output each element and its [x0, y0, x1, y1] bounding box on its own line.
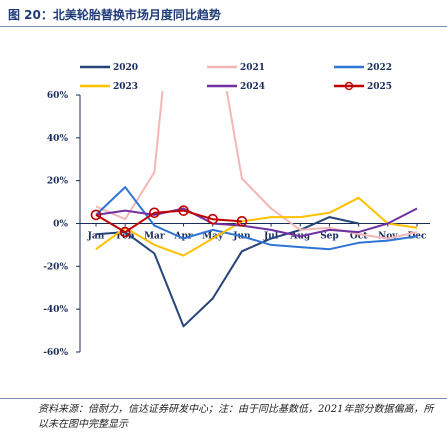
legend-marker — [344, 81, 354, 91]
legend-label: 2024 — [240, 82, 265, 92]
source-divider — [0, 398, 447, 399]
point-2025 — [119, 226, 131, 238]
x-tick-label: Jul — [263, 232, 279, 242]
line-2020 — [95, 216, 359, 328]
x-tick-label: May — [202, 232, 224, 242]
series-2020 — [95, 216, 359, 328]
point-2025 — [207, 213, 219, 225]
chart-title: 图 20：北美轮胎替换市场月度同比趋势 — [8, 8, 221, 22]
y-tick-label: -20% — [43, 262, 68, 272]
y-tick-label: -40% — [43, 305, 68, 315]
legend-item-2024: 2024 — [207, 82, 265, 92]
y-tick-label: 20% — [47, 177, 69, 187]
line-2021 — [95, 91, 418, 240]
x-tick-label: Nov — [378, 232, 398, 242]
y-tick-label: -60% — [43, 348, 68, 358]
series-2023 — [95, 196, 418, 257]
legend-item-2020: 2020 — [80, 63, 138, 73]
series-2021 — [95, 91, 418, 240]
point-2025 — [149, 207, 160, 219]
legend-label: 2022 — [367, 63, 392, 73]
legend-item-2025: 2025 — [334, 81, 392, 92]
x-tick-label: Apr — [174, 232, 193, 242]
point-2025 — [178, 205, 189, 216]
x-tick-label: Sep — [320, 232, 339, 242]
x-tick-label: Oct — [350, 232, 368, 242]
line-2022 — [95, 186, 418, 251]
legend-label: 2023 — [113, 82, 138, 92]
chart-legend: 2020 2021 2022 2023 2024 2025 — [80, 63, 392, 92]
x-tick-label: Mar — [144, 232, 165, 242]
legend-item-2022: 2022 — [334, 63, 392, 73]
point-2025 — [236, 216, 248, 227]
x-tick-label: Jan — [87, 232, 105, 242]
legend-item-2023: 2023 — [80, 82, 138, 92]
legend-label: 2025 — [367, 82, 392, 92]
y-tick-label: 40% — [47, 134, 69, 144]
line-chart: 2020 2021 2022 2023 2024 2025 60% 40% 20% 0% -20%… — [43, 63, 430, 358]
legend-item-2021: 2021 — [207, 63, 265, 73]
line-2025 — [95, 209, 242, 234]
source-note: 资料来源：倍耐力，信达证券研发中心；注：由于同比基数低，2021年部分数据偏高，… — [38, 404, 434, 430]
y-tick-label: 60% — [47, 91, 69, 101]
point-2025 — [90, 209, 102, 221]
series-lines — [90, 91, 418, 328]
y-tick-label: 0% — [53, 220, 68, 230]
series-2022 — [95, 186, 418, 251]
legend-label: 2020 — [113, 63, 138, 73]
series-2025 — [90, 205, 248, 238]
line-2023 — [95, 196, 418, 257]
x-tick-label: Dec — [407, 232, 427, 242]
y-axis: 60% 40% 20% 0% -20% -40% -60% — [43, 91, 81, 358]
title-divider — [0, 26, 447, 27]
legend-label: 2021 — [240, 63, 265, 73]
